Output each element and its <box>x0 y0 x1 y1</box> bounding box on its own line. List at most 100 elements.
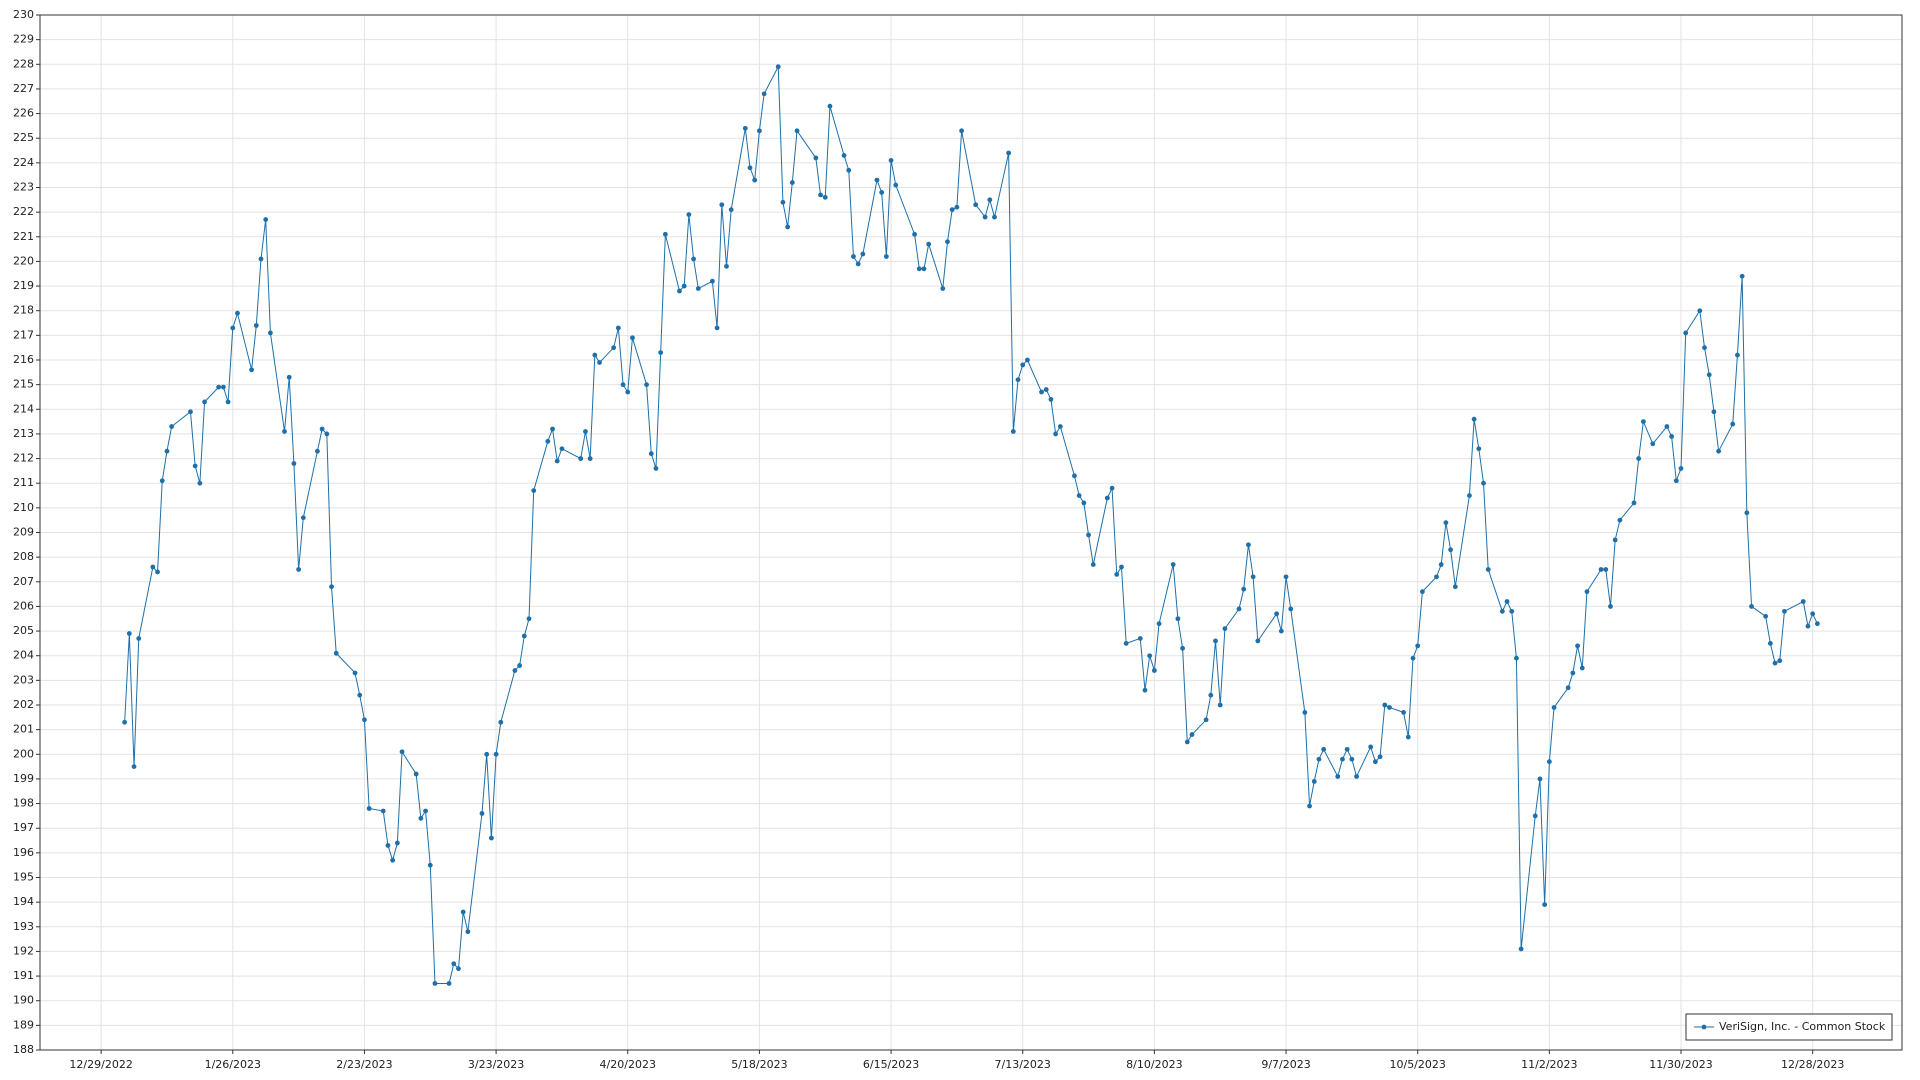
plot-border <box>39 14 1903 1051</box>
data-point <box>1010 429 1016 434</box>
data-point <box>202 399 207 405</box>
data-point <box>324 431 330 437</box>
data-point <box>291 461 297 466</box>
data-point <box>329 584 334 590</box>
data-point <box>1763 613 1769 619</box>
data-point <box>912 231 917 237</box>
data-point <box>851 254 856 259</box>
y-tick-label: 224 <box>13 156 34 169</box>
data-point <box>399 749 405 755</box>
y-tick-label: 211 <box>13 476 34 489</box>
data-point <box>1053 431 1059 437</box>
data-point <box>521 633 527 639</box>
data-point <box>1575 643 1580 649</box>
data-point <box>1739 273 1745 279</box>
y-tick-label: 228 <box>13 57 34 70</box>
data-point <box>1316 756 1322 762</box>
data-point <box>620 382 626 388</box>
data-point <box>846 167 852 173</box>
data-point <box>959 128 964 134</box>
data-point <box>1203 717 1209 723</box>
data-point <box>122 719 128 725</box>
data-point <box>258 256 264 262</box>
data-point <box>380 808 386 814</box>
data-point <box>954 204 960 210</box>
data-point <box>1744 510 1750 516</box>
data-point <box>150 564 156 570</box>
data-point <box>1189 732 1195 737</box>
data-point <box>1057 424 1063 429</box>
data-point <box>1532 813 1538 819</box>
data-point <box>841 153 847 158</box>
data-point <box>550 426 555 432</box>
data-point <box>131 764 137 770</box>
data-point <box>677 288 682 294</box>
data-point <box>1114 571 1120 577</box>
data-point <box>973 202 979 208</box>
y-tick-label: 193 <box>13 920 34 933</box>
data-point <box>1810 611 1816 617</box>
data-point <box>916 266 922 272</box>
data-point <box>1382 702 1388 708</box>
data-point <box>1481 480 1486 486</box>
data-point <box>1372 759 1378 765</box>
data-point <box>1368 744 1374 750</box>
data-point <box>855 261 861 267</box>
data-point <box>315 448 320 454</box>
data-point <box>1020 362 1026 368</box>
data-point <box>1405 734 1411 740</box>
data-point <box>1401 709 1406 715</box>
data-point <box>1669 433 1675 439</box>
data-point <box>1072 473 1077 479</box>
data-point <box>1076 493 1082 498</box>
data-point <box>253 323 259 328</box>
x-tick-label: 11/2/2023 <box>1521 1058 1577 1071</box>
data-point <box>709 278 715 284</box>
data-point <box>1349 756 1355 762</box>
data-point <box>192 463 198 469</box>
y-tick-label: 218 <box>13 304 34 317</box>
data-point <box>1081 500 1087 506</box>
data-point <box>451 961 457 967</box>
data-point <box>987 197 993 203</box>
data-point <box>625 389 631 395</box>
data-point <box>1213 638 1218 644</box>
data-point <box>1255 638 1261 644</box>
data-point <box>423 808 428 814</box>
data-point <box>1415 643 1421 649</box>
data-point <box>662 231 668 237</box>
data-point <box>874 177 880 183</box>
data-point <box>390 857 396 863</box>
data-point <box>296 567 302 572</box>
data-point <box>1730 421 1736 427</box>
x-tick-label: 4/20/2023 <box>600 1058 656 1071</box>
data-point <box>681 283 687 289</box>
data-point <box>1340 756 1345 762</box>
data-point <box>1104 495 1110 501</box>
data-point <box>775 64 781 70</box>
data-point <box>1584 589 1590 595</box>
data-point <box>780 199 786 205</box>
data-point <box>1504 599 1510 604</box>
data-point <box>1434 574 1439 580</box>
data-point <box>728 207 734 213</box>
data-point <box>512 668 518 673</box>
y-tick-label: 197 <box>13 821 34 834</box>
y-tick-label: 206 <box>13 599 34 612</box>
data-point <box>362 717 367 723</box>
data-point <box>747 165 753 171</box>
data-point <box>545 438 551 444</box>
data-point <box>1546 759 1552 765</box>
x-tick-label: 3/23/2023 <box>468 1058 524 1071</box>
data-point <box>267 330 273 336</box>
y-tick-label: 220 <box>13 254 34 267</box>
data-point <box>1499 608 1505 614</box>
y-tick-label: 230 <box>13 8 34 21</box>
data-point <box>1814 621 1820 627</box>
data-point <box>822 194 828 200</box>
data-point <box>1015 377 1021 383</box>
data-point <box>1151 668 1157 673</box>
data-point <box>188 409 193 415</box>
data-point <box>126 631 132 636</box>
